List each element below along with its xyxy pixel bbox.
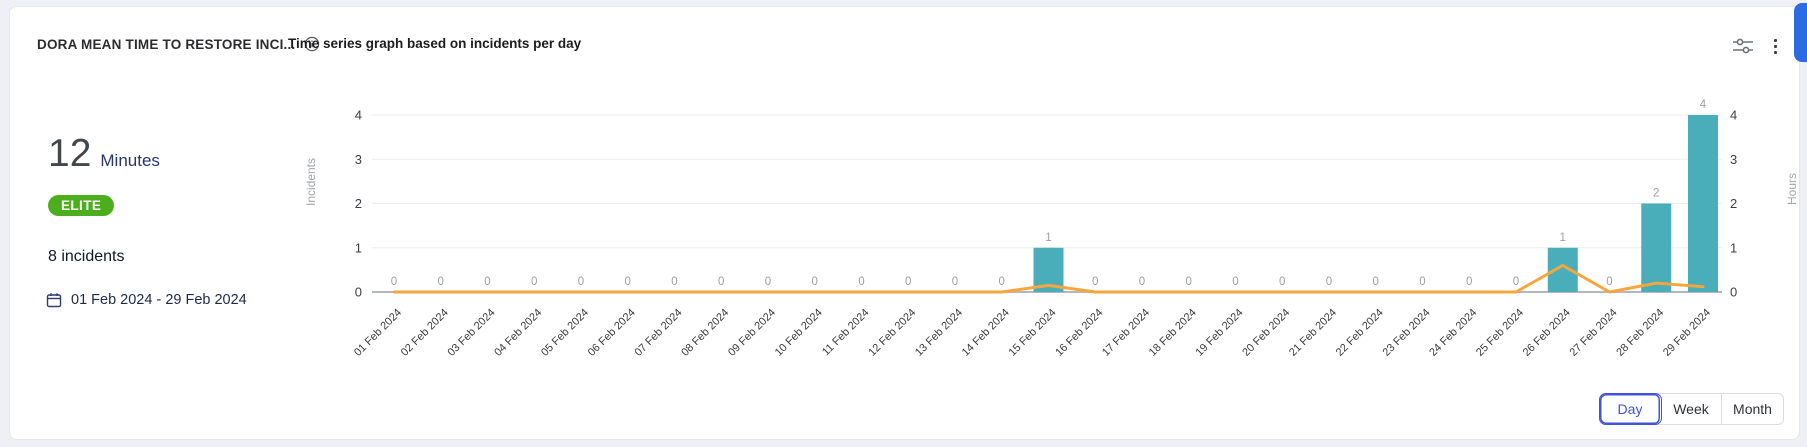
card-title: DORA MEAN TIME TO RESTORE INCI... (37, 36, 296, 52)
value-label: 0 (391, 276, 397, 288)
right-axis-tick: 2 (1730, 196, 1737, 211)
x-axis-label: 12 Feb 2024 (866, 307, 918, 359)
x-axis-label: 05 Feb 2024 (539, 307, 591, 359)
x-axis-label: 20 Feb 2024 (1240, 307, 1292, 359)
mttr-number: 12 (48, 132, 92, 175)
x-axis-label: 26 Feb 2024 (1521, 307, 1573, 359)
mttr-hours-line[interactable] (392, 263, 1705, 294)
x-axis-label: 25 Feb 2024 (1474, 307, 1526, 359)
value-label: 0 (438, 276, 444, 288)
x-axis-label: 17 Feb 2024 (1100, 307, 1152, 359)
x-axis-label: 16 Feb 2024 (1053, 307, 1105, 359)
granularity-toggle: Day Week Month (1599, 393, 1784, 425)
left-axis-tick: 2 (355, 196, 362, 211)
x-axis-label: 08 Feb 2024 (679, 307, 731, 359)
value-label: 0 (1606, 276, 1612, 288)
x-axis-label: 21 Feb 2024 (1287, 307, 1339, 359)
x-axis-label: 13 Feb 2024 (913, 307, 965, 359)
value-label: 0 (1373, 276, 1379, 288)
x-axis-label: 11 Feb 2024 (820, 307, 872, 359)
left-axis-tick: 0 (355, 285, 362, 300)
value-label: 0 (531, 276, 537, 288)
value-label: 0 (905, 276, 911, 288)
x-axis-label: 28 Feb 2024 (1614, 307, 1666, 359)
filter-sliders-icon[interactable] (1732, 36, 1754, 56)
dora-mttr-card: DORA MEAN TIME TO RESTORE INCI... Time s… (9, 6, 1800, 440)
right-axis-tick: 4 (1730, 108, 1737, 123)
value-label: 0 (765, 276, 771, 288)
date-range-text: 01 Feb 2024 - 29 Feb 2024 (71, 292, 247, 308)
value-label: 0 (1513, 276, 1519, 288)
x-axis-label: 19 Feb 2024 (1193, 307, 1245, 359)
value-label: 0 (999, 276, 1005, 288)
right-axis-tick: 1 (1730, 240, 1737, 255)
card-header: DORA MEAN TIME TO RESTORE INCI... (37, 36, 320, 52)
x-axis-label: 04 Feb 2024 (492, 307, 544, 359)
x-axis-label: 22 Feb 2024 (1334, 307, 1386, 359)
x-axis-label: 07 Feb 2024 (632, 307, 684, 359)
timeseries-chart[interactable]: 0 0 0 0 0 0 0 0 0 0 0 0 0 0 1 0 0 0 0 0 0 0 0 0 0 1 0 2 4 0 0 1 1 2 2 3 3 4 4 0… (290, 67, 1807, 407)
right-axis-name: Hours (1785, 173, 1799, 205)
value-label: 0 (1092, 276, 1098, 288)
right-axis-tick: 3 (1730, 152, 1737, 167)
x-axis-label: 10 Feb 2024 (773, 307, 825, 359)
performance-badge: ELITE (48, 195, 115, 216)
x-axis-label: 15 Feb 2024 (1006, 307, 1058, 359)
value-label: 0 (1466, 276, 1472, 288)
toggle-month-button[interactable]: Month (1722, 394, 1783, 424)
value-label: 0 (671, 276, 677, 288)
value-label: 0 (952, 276, 958, 288)
x-axis-label: 06 Feb 2024 (586, 307, 638, 359)
x-axis-label: 18 Feb 2024 (1147, 307, 1199, 359)
value-label: 0 (1326, 276, 1332, 288)
x-axis-label: 29 Feb 2024 (1661, 307, 1713, 359)
value-label: 4 (1700, 99, 1707, 111)
left-axis-name: Incidents (304, 158, 318, 206)
value-label: 0 (625, 276, 631, 288)
value-label: 0 (812, 276, 818, 288)
mttr-value: 12 Minutes (48, 134, 160, 173)
value-label: 0 (858, 276, 864, 288)
x-axis-label: 24 Feb 2024 (1427, 307, 1479, 359)
date-range-row: 01 Feb 2024 - 29 Feb 2024 (46, 292, 247, 308)
incident-bar[interactable] (1688, 115, 1718, 292)
toggle-week-button[interactable]: Week (1661, 394, 1722, 424)
value-label: 0 (484, 276, 490, 288)
value-label: 0 (1186, 276, 1192, 288)
value-label: 2 (1653, 188, 1659, 200)
toggle-day-button[interactable]: Day (1600, 394, 1661, 424)
x-axis-label: 01 Feb 2024 (352, 307, 404, 359)
info-icon[interactable] (304, 36, 320, 52)
x-axis-label: 14 Feb 2024 (960, 307, 1012, 359)
x-axis-label: 02 Feb 2024 (399, 307, 451, 359)
chart-subtitle: Time series graph based on incidents per… (288, 36, 582, 51)
value-label: 1 (1045, 232, 1051, 244)
incidents-count: 8 incidents (48, 248, 125, 265)
right-axis-tick: 0 (1730, 285, 1737, 300)
value-label: 0 (1419, 276, 1425, 288)
x-axis-label: 09 Feb 2024 (726, 307, 778, 359)
value-label: 0 (1279, 276, 1285, 288)
kebab-menu-icon[interactable] (1767, 34, 1783, 58)
x-axis-label: 03 Feb 2024 (445, 307, 497, 359)
left-axis-tick: 3 (355, 152, 362, 167)
value-label: 0 (718, 276, 724, 288)
x-axis-label: 27 Feb 2024 (1567, 307, 1619, 359)
value-label: 0 (1139, 276, 1145, 288)
mttr-unit: Minutes (100, 151, 160, 170)
left-axis-tick: 4 (355, 108, 362, 123)
cutoff-edge-widget[interactable] (1794, 3, 1807, 62)
calendar-icon (46, 292, 62, 308)
value-label: 0 (578, 276, 584, 288)
left-axis-tick: 1 (355, 240, 362, 255)
value-label: 0 (1232, 276, 1238, 288)
x-axis-label: 23 Feb 2024 (1380, 307, 1432, 359)
incident-bar[interactable] (1641, 203, 1672, 293)
value-label: 1 (1560, 232, 1566, 244)
